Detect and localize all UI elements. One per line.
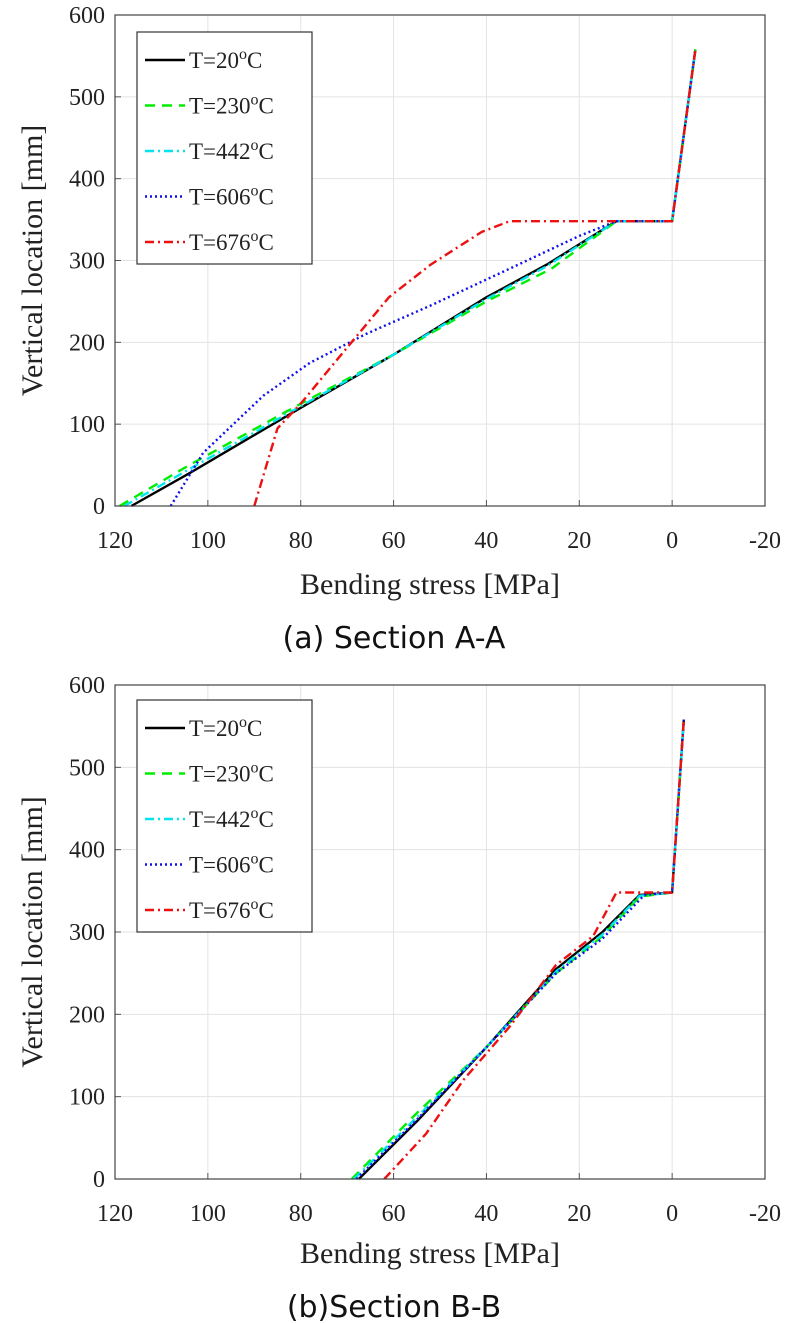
legend-entry: T=230oC — [189, 92, 274, 119]
y-tick-label: 600 — [69, 3, 105, 29]
x-tick-label: 80 — [289, 1201, 313, 1227]
x-tick-label: 100 — [190, 528, 226, 554]
x-tick-label: 120 — [97, 528, 133, 554]
x-tick-label: 60 — [382, 528, 406, 554]
legend-entry: T=442oC — [189, 805, 274, 832]
legend-entry: T=20oC — [189, 46, 262, 73]
x-tick-label: -20 — [749, 1201, 781, 1227]
y-tick-label: 0 — [93, 494, 105, 520]
y-tick-label: 400 — [69, 838, 105, 864]
legend-box — [136, 31, 313, 265]
panel-caption: (a) Section A-A — [283, 621, 506, 656]
series-line-T-676 — [253, 49, 697, 507]
x-tick-label: 40 — [474, 1201, 498, 1227]
y-tick-label: 0 — [93, 1167, 105, 1193]
series-line-T-442 — [123, 49, 697, 508]
y-axis-title: Vertical location [mm] — [16, 796, 49, 1068]
chart-panel-b: 120 100 80 60 40 20 0 -200100200300400500600T=2… — [16, 673, 781, 1323]
y-axis-title: Vertical location [mm] — [16, 125, 49, 397]
legend-entry: T=676oC — [189, 228, 274, 255]
chart-panel-a: 120 100 80 60 40 20 0 -200100200300400500600T=2… — [16, 3, 781, 656]
y-tick-label: 500 — [69, 85, 105, 111]
x-tick-label: 20 — [567, 528, 591, 554]
axes-frame — [114, 684, 766, 1180]
axes-frame — [114, 14, 766, 507]
y-tick-label: 600 — [69, 673, 105, 699]
y-tick-label: 200 — [69, 330, 105, 356]
legend-entry: T=442oC — [189, 137, 274, 164]
x-tick-label: 20 — [567, 1201, 591, 1227]
y-tick-label: 200 — [69, 1002, 105, 1028]
y-tick-label: 100 — [69, 1085, 105, 1111]
x-tick-label: 80 — [289, 528, 313, 554]
x-tick-label: 60 — [382, 1201, 406, 1227]
panel-caption: (b)Section B-B — [287, 1290, 501, 1323]
y-tick-label: 500 — [69, 755, 105, 781]
legend-entry: T=676oC — [189, 896, 274, 923]
series-line-T-676 — [383, 719, 685, 1180]
x-tick-label: -20 — [749, 528, 781, 554]
y-tick-label: 300 — [69, 249, 105, 275]
y-tick-label: 300 — [69, 920, 105, 946]
x-axis-title: Bending stress [MPa] — [300, 568, 560, 601]
x-tick-label: 100 — [190, 1201, 226, 1227]
y-tick-label: 100 — [69, 412, 105, 438]
x-tick-label: 40 — [474, 528, 498, 554]
series-line-T-606 — [169, 49, 697, 507]
series-line-T-230 — [118, 49, 697, 508]
series-line-T-606 — [355, 719, 685, 1180]
legend-entry: T=20oC — [189, 714, 262, 741]
legend-entry: T=606oC — [189, 851, 274, 878]
y-tick-label: 400 — [69, 167, 105, 193]
x-axis-title: Bending stress [MPa] — [300, 1237, 560, 1270]
x-tick-label: 0 — [666, 528, 678, 554]
legend-entry: T=230oC — [189, 760, 274, 787]
legend-box — [136, 699, 313, 933]
x-tick-label: 120 — [97, 1201, 133, 1227]
legend-entry: T=606oC — [189, 183, 274, 210]
x-tick-label: 0 — [666, 1201, 678, 1227]
